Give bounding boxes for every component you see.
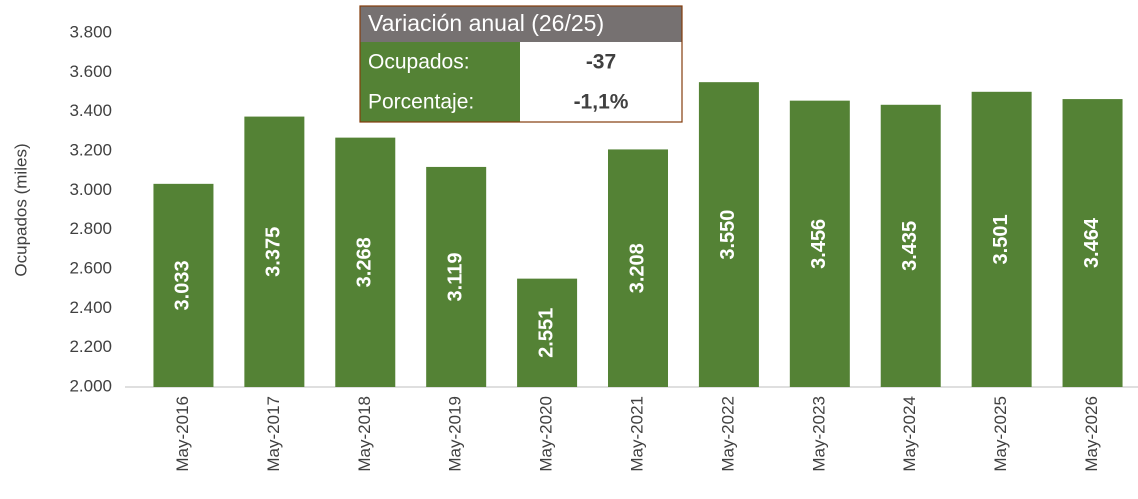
bar bbox=[698, 82, 759, 388]
annotation-label-cell bbox=[360, 42, 520, 82]
data-label: 3.033 bbox=[172, 260, 194, 310]
annotation-label-cell bbox=[360, 82, 520, 122]
data-label: 3.268 bbox=[354, 237, 376, 287]
y-tick-label: 2.400 bbox=[69, 298, 112, 317]
x-tick-label: May-2023 bbox=[809, 396, 828, 472]
annotation-header bbox=[360, 6, 682, 42]
data-label: 3.375 bbox=[263, 227, 285, 277]
data-label: 2.551 bbox=[535, 308, 557, 358]
bar bbox=[971, 91, 1032, 387]
y-tick-label: 3.000 bbox=[69, 180, 112, 199]
data-label: 3.208 bbox=[626, 243, 648, 293]
annotation-value-cell bbox=[520, 42, 682, 82]
bar bbox=[244, 116, 305, 387]
data-label: 3.435 bbox=[899, 221, 921, 271]
x-tick-label: May-2019 bbox=[446, 396, 465, 472]
x-tick-label: May-2026 bbox=[1082, 396, 1101, 472]
bar bbox=[608, 149, 668, 387]
data-label: 3.464 bbox=[1081, 217, 1103, 268]
bar bbox=[517, 278, 578, 387]
bar bbox=[153, 183, 214, 387]
y-tick-label: 3.400 bbox=[69, 101, 112, 120]
x-tick-label: May-2022 bbox=[718, 396, 737, 472]
data-label: 3.119 bbox=[444, 252, 466, 301]
annotation-label: Ocupados: bbox=[368, 51, 470, 74]
annotation-label: Porcentaje: bbox=[368, 91, 474, 114]
bar bbox=[1062, 99, 1123, 387]
annotation-border bbox=[359, 5, 683, 123]
data-label: 3.456 bbox=[808, 219, 830, 269]
x-tick-label: May-2025 bbox=[991, 396, 1010, 472]
x-tick-label: May-2016 bbox=[173, 396, 192, 472]
x-tick-label: May-2024 bbox=[900, 396, 919, 472]
data-label: 3.501 bbox=[990, 214, 1012, 264]
y-tick-label: 2.000 bbox=[69, 376, 112, 395]
y-axis-label: Ocupados (miles) bbox=[11, 143, 30, 276]
annotation-value: -1,1% bbox=[574, 91, 629, 114]
annotation-value-cell bbox=[520, 82, 682, 122]
bar bbox=[426, 166, 487, 387]
annotation-title: Variación anual (26/25) bbox=[368, 10, 604, 36]
x-tick-label: May-2018 bbox=[355, 396, 374, 472]
data-label: 3.550 bbox=[717, 210, 739, 260]
annotation-value: -37 bbox=[586, 51, 616, 74]
x-tick-label: May-2017 bbox=[264, 396, 283, 472]
x-tick-label: May-2021 bbox=[627, 396, 646, 472]
y-tick-label: 2.600 bbox=[69, 258, 112, 277]
bar bbox=[789, 100, 850, 388]
y-tick-label: 3.600 bbox=[69, 62, 112, 81]
y-tick-label: 2.800 bbox=[69, 219, 112, 238]
y-tick-label: 2.200 bbox=[69, 337, 112, 356]
bar bbox=[880, 104, 941, 388]
y-tick-label: 3.200 bbox=[69, 140, 112, 159]
x-tick-label: May-2020 bbox=[537, 396, 556, 472]
y-tick-label: 3.800 bbox=[69, 22, 112, 41]
bar bbox=[335, 137, 396, 387]
